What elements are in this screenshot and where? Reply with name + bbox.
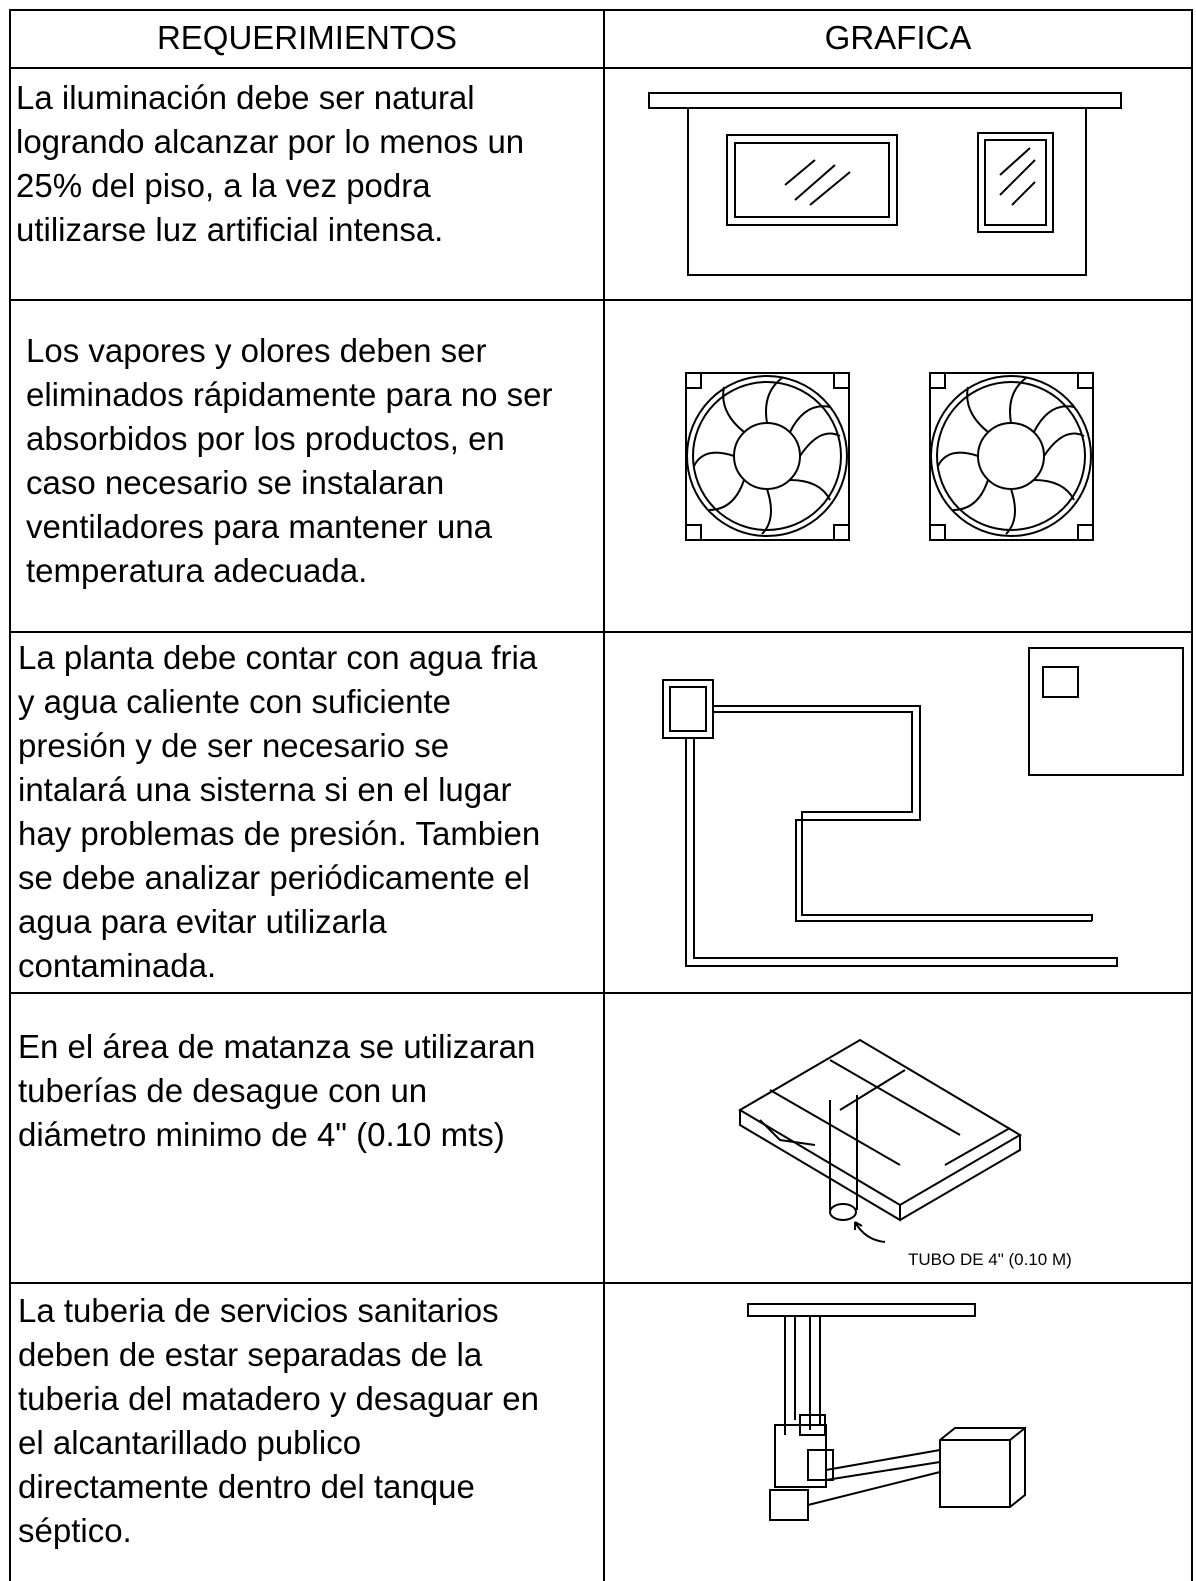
requirement-text: En el área de matanza se utilizaran tuber… <box>18 1025 535 1157</box>
text-line: intalará una sisterna si en el lugar <box>18 771 512 808</box>
fan-drawing <box>685 372 1094 541</box>
text-line: tuberia del matadero y desaguar en <box>18 1380 540 1417</box>
text-line: Los vapores y olores deben ser <box>26 332 487 369</box>
text-line: 25% del piso, a la vez podra <box>16 167 431 204</box>
text-line: caso necesario se instalaran <box>26 464 445 501</box>
text-line: se debe analizar periódicamente el <box>18 859 530 896</box>
text-line: La iluminación debe ser natural <box>16 79 475 116</box>
text-line: y agua caliente con suficiente <box>18 683 451 720</box>
requirement-text: La iluminación debe ser natural logrando … <box>16 76 524 252</box>
text-line: directamente dentro del tanque <box>18 1468 475 1505</box>
text-line: el alcantarillado publico <box>18 1424 362 1461</box>
requirement-text: La planta debe contar con agua fria y agu… <box>18 636 540 988</box>
text-line: diámetro minimo de 4" (0.10 mts) <box>18 1116 505 1153</box>
sanitary-pipe-drawing <box>747 1303 1026 1521</box>
text-line: absorbidos por los productos, en <box>26 420 505 457</box>
text-line: séptico. <box>18 1512 132 1549</box>
text-line: En el área de matanza se utilizaran <box>18 1028 536 1065</box>
text-line: deben de estar separadas de la <box>18 1336 483 1373</box>
text-line: hay problemas de presión. Tambien <box>18 815 541 852</box>
text-line: La tuberia de servicios sanitarios <box>18 1292 499 1329</box>
requirement-text: Los vapores y olores deben ser eliminados… <box>26 329 552 593</box>
text-line: agua para evitar utilizarla <box>18 903 387 940</box>
requirement-text: La tuberia de servicios sanitarios deben … <box>18 1289 539 1553</box>
text-line: utilizarse luz artificial intensa. <box>16 211 444 248</box>
text-line: logrando alcanzar por lo menos un <box>16 123 525 160</box>
table-grid <box>9 9 1193 1581</box>
water-pipe-drawing <box>662 647 1184 967</box>
window-drawing <box>648 92 1122 276</box>
text-line: eliminados rápidamente para no ser <box>26 376 553 413</box>
text-line: presión y de ser necesario se <box>18 727 450 764</box>
column-header: REQUERIMIENTOS <box>156 19 458 56</box>
text-line: tuberías de desague con un <box>18 1072 428 1109</box>
text-line: ventiladores para mantener una <box>26 508 492 545</box>
text-line: La planta debe contar con agua fria <box>18 639 538 676</box>
graphic-label: TUBO DE 4" (0.10 M) <box>908 1250 1072 1269</box>
drain-drawing <box>738 1038 1022 1243</box>
text-line: contaminada. <box>18 947 217 984</box>
column-header: GRAFICA <box>824 19 972 56</box>
text-line: temperatura adecuada. <box>26 552 368 589</box>
